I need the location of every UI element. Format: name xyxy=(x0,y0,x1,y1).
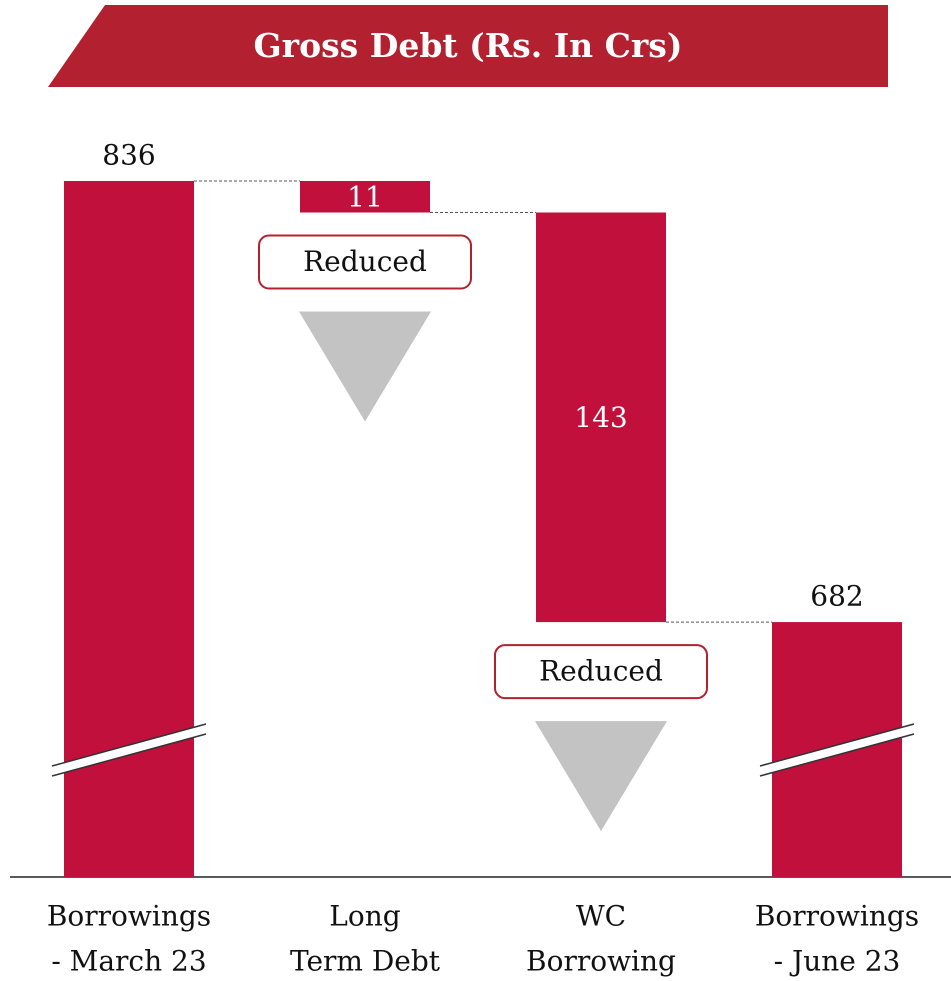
axis-break-line xyxy=(759,723,915,767)
value-label: 11 xyxy=(347,180,383,213)
x-tick-label: WC xyxy=(576,900,626,933)
x-tick-label: Borrowing xyxy=(526,945,676,978)
bar xyxy=(300,181,430,213)
bar xyxy=(64,181,194,877)
value-label: 836 xyxy=(102,139,155,172)
x-tick-label: - June 23 xyxy=(774,945,901,978)
annotation: Reduced xyxy=(303,245,427,278)
x-tick-label: Borrowings xyxy=(47,900,211,933)
down-arrow xyxy=(299,311,431,422)
value-label: 143 xyxy=(574,401,627,434)
down-arrow xyxy=(535,721,667,832)
x-tick-label: - March 23 xyxy=(51,945,206,978)
bar xyxy=(536,212,666,623)
annotation-box xyxy=(494,644,708,700)
axis-break-line xyxy=(51,723,207,767)
axis-break-line xyxy=(759,733,915,777)
x-tick-label: Long xyxy=(329,900,400,933)
axis-break-line xyxy=(51,733,207,777)
annotation-box xyxy=(258,234,472,290)
title-banner xyxy=(48,5,888,87)
x-tick-label: Term Debt xyxy=(290,945,441,978)
axis-break xyxy=(760,724,914,776)
x-tick-label: Borrowings xyxy=(755,900,919,933)
chart-title: Gross Debt (Rs. In Crs) xyxy=(254,26,683,65)
axis-break xyxy=(52,724,206,776)
annotation: Reduced xyxy=(539,655,663,688)
value-label: 682 xyxy=(810,580,863,613)
